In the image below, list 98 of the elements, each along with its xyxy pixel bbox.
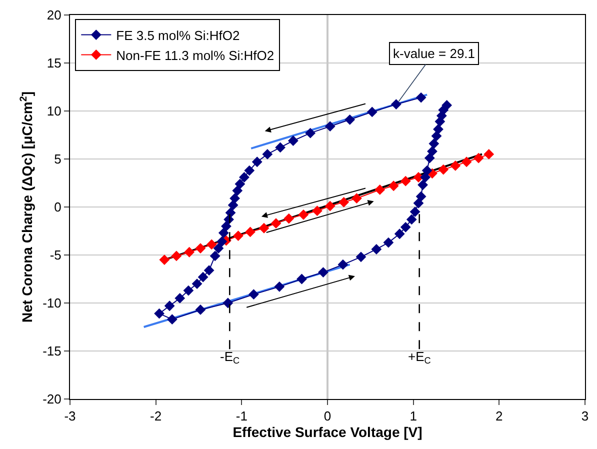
legend-label: Non-FE 11.3 mol% Si:HfO2 (116, 48, 274, 63)
point (424, 152, 435, 164)
point (356, 252, 366, 262)
point (366, 106, 378, 118)
point (438, 164, 449, 175)
point (338, 197, 350, 208)
point (288, 136, 298, 146)
point (232, 185, 243, 196)
point (244, 165, 255, 176)
point (400, 176, 411, 186)
point (416, 92, 426, 103)
point (204, 265, 214, 276)
point (420, 172, 431, 182)
point (222, 298, 234, 308)
legend-label: FE 3.5 mol% Si:HfO2 (116, 28, 240, 43)
point (296, 274, 307, 284)
point (198, 272, 208, 282)
annotation: k-value = 29.1 (393, 46, 476, 61)
point (195, 243, 206, 254)
point (195, 304, 206, 315)
point (383, 237, 394, 248)
x-tick-label: 3 (581, 408, 589, 424)
point (371, 244, 382, 254)
point (184, 246, 195, 258)
point (216, 236, 228, 247)
x-axis-title: Effective Surface Voltage [V] (232, 424, 422, 440)
point (233, 230, 244, 241)
x-tick-label: 2 (496, 408, 503, 424)
point (484, 149, 494, 160)
y-tick-label: -15 (42, 344, 62, 359)
point (252, 156, 262, 168)
point (427, 146, 438, 157)
point (218, 228, 229, 238)
point (270, 218, 282, 229)
point (400, 222, 411, 232)
point (183, 285, 194, 296)
point (422, 165, 432, 176)
point (206, 239, 217, 250)
point (248, 289, 259, 300)
y-tick-label: 15 (46, 56, 62, 71)
point (166, 314, 178, 325)
point (394, 228, 405, 240)
point (324, 200, 336, 212)
point (388, 180, 399, 192)
point (338, 259, 348, 270)
y-tick-label: -10 (42, 296, 62, 311)
point (351, 193, 362, 204)
point (234, 178, 246, 190)
point (174, 293, 186, 304)
point (159, 254, 170, 265)
point (428, 138, 440, 149)
y-tick-label: -5 (50, 248, 62, 263)
point (213, 243, 224, 254)
point (258, 222, 270, 234)
point (410, 206, 420, 217)
x-tick-label: 0 (324, 408, 332, 424)
point (344, 114, 356, 125)
point (450, 160, 461, 171)
y-tick-label: 0 (54, 200, 62, 215)
point (192, 278, 202, 289)
y-tick-label: 5 (54, 152, 62, 167)
x-tick-label: -1 (236, 408, 248, 424)
point (239, 172, 250, 182)
point (210, 250, 220, 262)
point (228, 200, 238, 210)
point (418, 180, 428, 190)
y-tick-label: 20 (46, 8, 62, 23)
ref-line-label: -E$_{C}$ (220, 349, 240, 366)
point (305, 128, 316, 138)
ref-line-label: +E$_{C}$ (408, 349, 432, 366)
point (230, 193, 240, 204)
point (442, 100, 452, 110)
point (461, 156, 472, 168)
point (413, 198, 424, 208)
point (262, 149, 273, 160)
point (406, 214, 417, 225)
y-tick-label: 10 (46, 104, 62, 119)
y-tick-label: -20 (42, 392, 62, 407)
point (374, 184, 386, 195)
point (416, 191, 426, 202)
point (275, 142, 286, 153)
point (312, 206, 322, 216)
point (154, 308, 164, 319)
point (324, 121, 336, 132)
point (473, 152, 484, 164)
point (298, 209, 309, 220)
point (433, 124, 444, 134)
point (284, 213, 294, 224)
point (164, 300, 175, 312)
point (274, 281, 285, 292)
point (318, 267, 328, 278)
point (171, 250, 182, 262)
point (245, 226, 256, 238)
x-tick-label: -3 (64, 408, 76, 424)
x-tick-label: -2 (150, 408, 162, 424)
point (390, 99, 402, 110)
x-tick-label: 1 (410, 408, 417, 424)
point (221, 221, 232, 232)
